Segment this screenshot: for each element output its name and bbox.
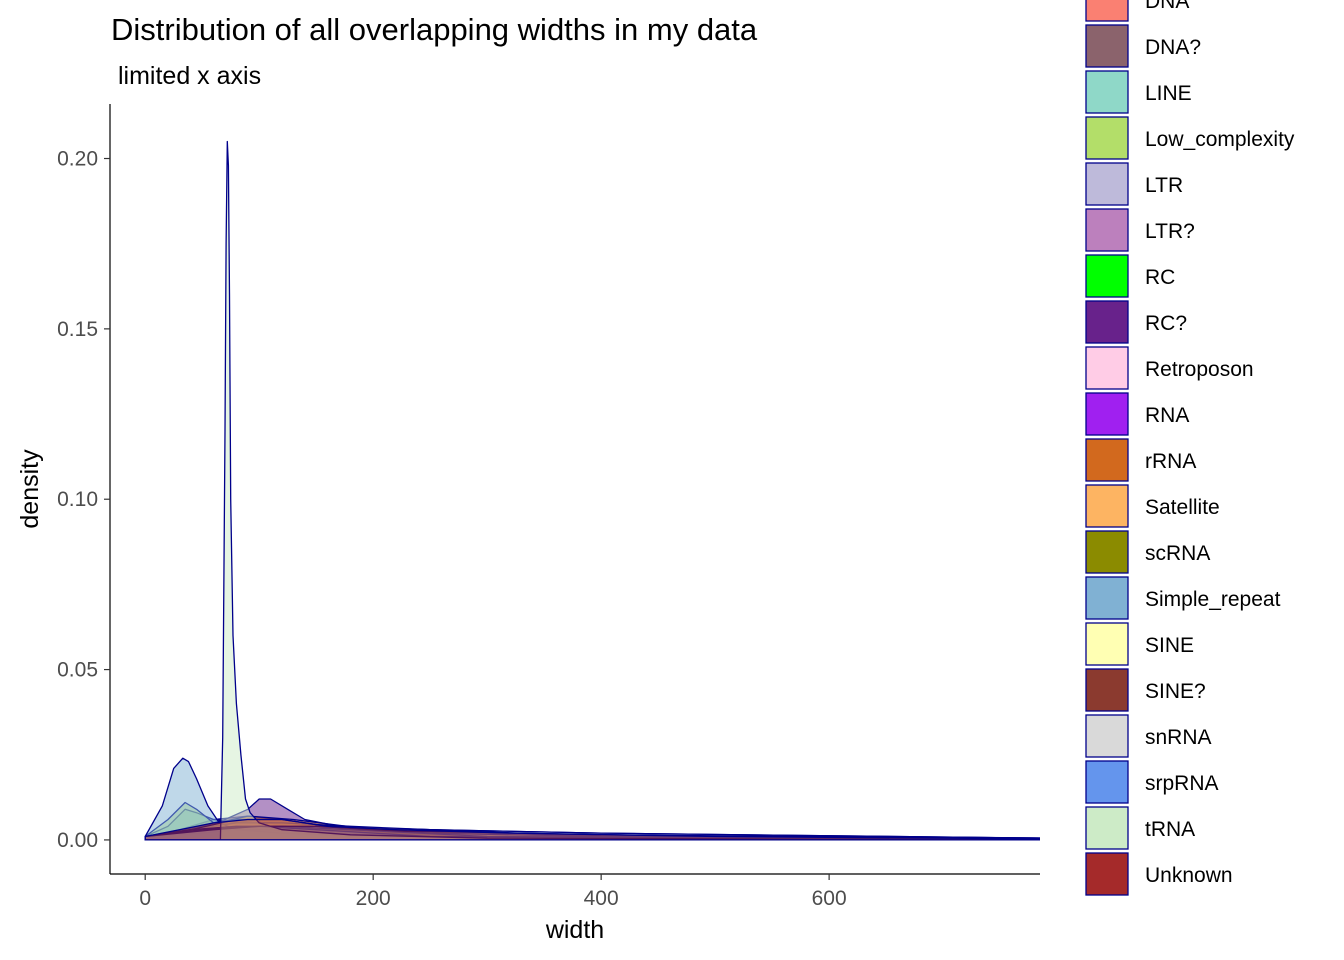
legend-label-retroposon: Retroposon xyxy=(1145,358,1254,381)
legend-key-line xyxy=(1085,70,1129,114)
legend-key-retroposon xyxy=(1085,346,1129,390)
legend-label-snrna: snRNA xyxy=(1145,726,1212,749)
legend-key-rc xyxy=(1085,300,1129,344)
legend-key-low-complexity xyxy=(1085,116,1129,160)
y-tick-label: 0.20 xyxy=(57,148,98,171)
chart-title: Distribution of all overlapping widths i… xyxy=(111,12,758,47)
x-tick-label: 200 xyxy=(356,887,391,910)
chart-subtitle: limited x axis xyxy=(118,62,261,90)
legend-label-sine: SINE xyxy=(1145,634,1194,657)
legend-label-low-complexity: Low_complexity xyxy=(1145,128,1295,151)
legend-key-simple-repeat xyxy=(1085,576,1129,620)
legend-label-unknown: Unknown xyxy=(1145,864,1233,887)
legend-label-trna: tRNA xyxy=(1145,818,1195,841)
legend-key-srprna xyxy=(1085,760,1129,804)
legend-key-sine xyxy=(1085,668,1129,712)
legend-key-snrna xyxy=(1085,714,1129,758)
y-tick-label: 0.05 xyxy=(57,659,98,682)
legend-key-rna xyxy=(1085,392,1129,436)
legend-label-rrna: rRNA xyxy=(1145,450,1196,473)
legend-key-dna xyxy=(1085,0,1129,22)
plot-area xyxy=(144,140,1040,841)
legend-label-satellite: Satellite xyxy=(1145,496,1220,519)
legend-key-trna xyxy=(1085,806,1129,850)
y-tick-label: 0.15 xyxy=(57,318,98,341)
x-ticks: 0 200 400 600 xyxy=(139,874,847,910)
y-axis-title: density xyxy=(16,449,44,529)
legend-key-sine xyxy=(1085,622,1129,666)
legend-label-simple-repeat: Simple_repeat xyxy=(1145,588,1281,611)
legend-label-rna: RNA xyxy=(1145,404,1189,427)
x-axis-title: width xyxy=(545,916,604,944)
legend-label-ltr: LTR? xyxy=(1145,220,1195,243)
legend-label-sine: SINE? xyxy=(1145,680,1206,703)
legend-key-rc xyxy=(1085,254,1129,298)
y-tick-label: 0.10 xyxy=(57,488,98,511)
legend-label-rc: RC? xyxy=(1145,312,1187,335)
legend-key-satellite xyxy=(1085,484,1129,528)
y-tick-label: 0.00 xyxy=(57,829,98,852)
legend-label-dna: DNA? xyxy=(1145,36,1201,59)
y-ticks: 0.00 0.05 0.10 0.15 0.20 xyxy=(57,148,110,852)
x-tick-label: 0 xyxy=(139,887,151,910)
x-tick-label: 600 xyxy=(812,887,847,910)
legend-key-ltr xyxy=(1085,208,1129,252)
legend-label-scrna: scRNA xyxy=(1145,542,1210,565)
legend-key-dna xyxy=(1085,24,1129,68)
legend-key-scrna xyxy=(1085,530,1129,574)
legend-label-dna: DNA xyxy=(1145,0,1189,13)
density-area-trna xyxy=(144,140,1040,841)
legend-key-ltr xyxy=(1085,162,1129,206)
legend-label-line: LINE xyxy=(1145,82,1192,105)
legend-label-srprna: srpRNA xyxy=(1145,772,1219,795)
legend-key-rrna xyxy=(1085,438,1129,482)
legend-label-ltr: LTR xyxy=(1145,174,1183,197)
legend-key-unknown xyxy=(1085,852,1129,896)
legend-label-rc: RC xyxy=(1145,266,1175,289)
legend: DNA DNA? LINE Low_complexity LTR LTR? RC RC? Ret… xyxy=(1085,0,1295,896)
x-tick-label: 400 xyxy=(584,887,619,910)
density-area-unknown xyxy=(144,818,1040,841)
